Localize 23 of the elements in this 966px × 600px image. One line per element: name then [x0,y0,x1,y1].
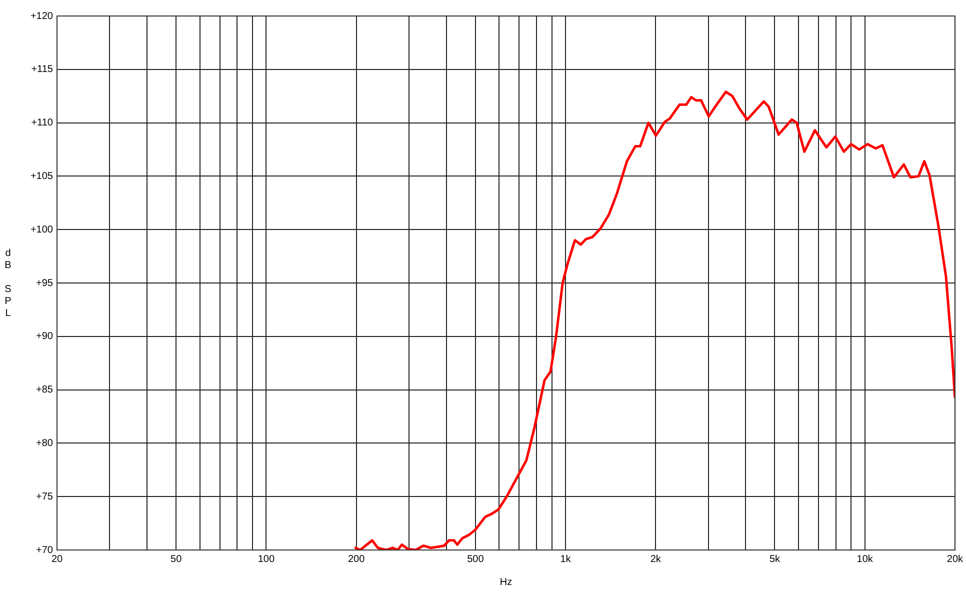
x-tick-label: 50 [170,554,182,565]
y-tick-label: +70 [36,544,54,556]
y-tick-label: +110 [31,118,54,129]
text: dB SPL [4,248,12,319]
x-tick-label: 2k [650,554,662,565]
x-tick-label: 20 [51,554,63,565]
y-tick-label: +80 [36,438,54,449]
y-tick-label: +100 [30,224,54,236]
x-tick-label: 1k [560,554,572,565]
x-axis-title: Hz [500,576,512,588]
x-tick-label: 10k [856,554,874,565]
x-tick-label: 100 [258,554,275,565]
y-tick-label: +85 [36,384,54,396]
x-tick-label: 5k [769,554,782,565]
x-tick-label: 200 [348,554,366,565]
x-tick-label: 500 [467,554,484,565]
y-tick-label: +120 [30,10,54,22]
y-tick-label: +105 [30,170,54,182]
y-tick-label: +75 [36,491,54,502]
y-tick-label: +95 [36,278,54,289]
y-tick-label: +115 [31,64,54,76]
x-tick-label: 20k [946,554,964,565]
y-tick-label: +90 [36,331,54,342]
